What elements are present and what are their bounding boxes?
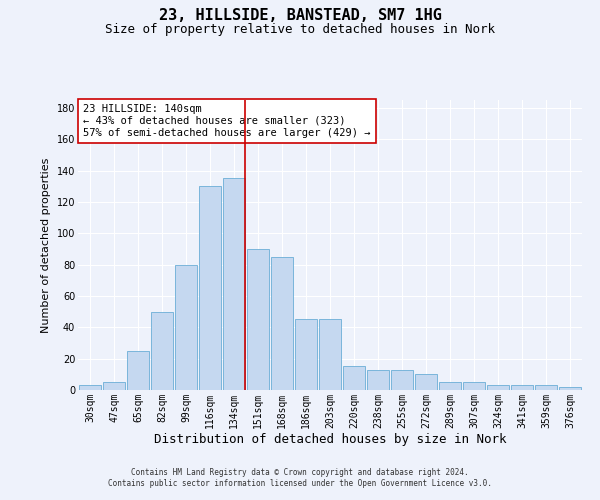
Bar — [247, 249, 269, 390]
Bar — [391, 370, 413, 390]
Bar — [175, 264, 197, 390]
Text: Contains HM Land Registry data © Crown copyright and database right 2024.
Contai: Contains HM Land Registry data © Crown c… — [108, 468, 492, 487]
Bar — [79, 386, 101, 390]
Bar — [511, 386, 533, 390]
Bar — [295, 320, 317, 390]
Bar — [415, 374, 437, 390]
Bar — [439, 382, 461, 390]
Bar — [487, 386, 509, 390]
Bar — [223, 178, 245, 390]
Bar — [535, 386, 557, 390]
Bar — [127, 351, 149, 390]
Bar — [319, 320, 341, 390]
Bar — [559, 387, 581, 390]
Bar — [103, 382, 125, 390]
Bar — [343, 366, 365, 390]
Bar — [367, 370, 389, 390]
Text: Size of property relative to detached houses in Nork: Size of property relative to detached ho… — [105, 22, 495, 36]
Bar — [271, 257, 293, 390]
Y-axis label: Number of detached properties: Number of detached properties — [41, 158, 51, 332]
Bar — [151, 312, 173, 390]
Text: 23, HILLSIDE, BANSTEAD, SM7 1HG: 23, HILLSIDE, BANSTEAD, SM7 1HG — [158, 8, 442, 22]
Text: 23 HILLSIDE: 140sqm
← 43% of detached houses are smaller (323)
57% of semi-detac: 23 HILLSIDE: 140sqm ← 43% of detached ho… — [83, 104, 371, 138]
Bar — [199, 186, 221, 390]
Text: Distribution of detached houses by size in Nork: Distribution of detached houses by size … — [154, 432, 506, 446]
Bar — [463, 382, 485, 390]
